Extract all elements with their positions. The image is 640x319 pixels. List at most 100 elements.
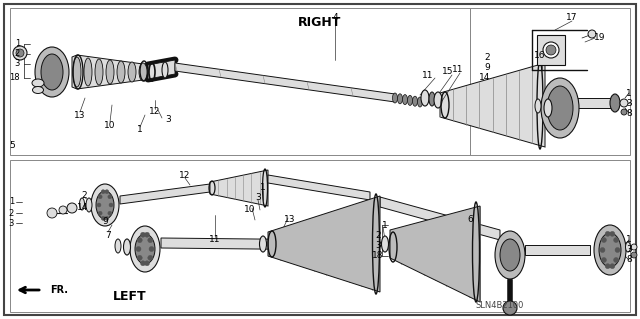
Text: 3: 3 bbox=[375, 241, 381, 249]
Polygon shape bbox=[120, 184, 210, 204]
Text: 2: 2 bbox=[484, 53, 490, 62]
Text: 4: 4 bbox=[332, 12, 338, 21]
Ellipse shape bbox=[602, 238, 607, 242]
Polygon shape bbox=[148, 60, 175, 79]
Text: 1: 1 bbox=[137, 125, 143, 135]
Bar bbox=[537, 35, 565, 65]
Ellipse shape bbox=[429, 92, 435, 106]
Ellipse shape bbox=[67, 203, 77, 213]
Ellipse shape bbox=[615, 248, 620, 253]
Ellipse shape bbox=[136, 247, 141, 251]
Text: 15: 15 bbox=[442, 68, 454, 77]
Polygon shape bbox=[577, 98, 614, 108]
Ellipse shape bbox=[547, 86, 573, 130]
Ellipse shape bbox=[535, 99, 541, 113]
Text: 2: 2 bbox=[81, 190, 87, 199]
Ellipse shape bbox=[101, 190, 105, 194]
Ellipse shape bbox=[32, 79, 44, 87]
Ellipse shape bbox=[135, 234, 155, 264]
Text: 2: 2 bbox=[9, 209, 14, 218]
Ellipse shape bbox=[543, 42, 559, 58]
Ellipse shape bbox=[98, 211, 102, 215]
Ellipse shape bbox=[139, 63, 147, 81]
Text: 10: 10 bbox=[104, 121, 116, 130]
Text: 6: 6 bbox=[467, 216, 473, 225]
Text: 1: 1 bbox=[15, 40, 20, 48]
Ellipse shape bbox=[620, 99, 628, 107]
Text: 13: 13 bbox=[74, 110, 86, 120]
Ellipse shape bbox=[421, 90, 429, 106]
Ellipse shape bbox=[392, 93, 397, 103]
Text: 1: 1 bbox=[627, 88, 632, 98]
Polygon shape bbox=[210, 170, 268, 206]
Ellipse shape bbox=[148, 238, 153, 243]
Ellipse shape bbox=[91, 184, 119, 226]
Polygon shape bbox=[525, 245, 590, 255]
Ellipse shape bbox=[599, 233, 621, 267]
Ellipse shape bbox=[500, 239, 520, 271]
Text: 7: 7 bbox=[105, 231, 111, 240]
Ellipse shape bbox=[621, 109, 627, 115]
Text: 3: 3 bbox=[15, 60, 20, 69]
Polygon shape bbox=[161, 238, 350, 250]
Ellipse shape bbox=[417, 97, 422, 107]
Text: 11: 11 bbox=[452, 65, 464, 75]
Ellipse shape bbox=[130, 226, 160, 272]
Ellipse shape bbox=[381, 236, 388, 252]
Text: 17: 17 bbox=[566, 13, 578, 23]
Ellipse shape bbox=[86, 198, 92, 212]
Ellipse shape bbox=[605, 264, 610, 269]
Ellipse shape bbox=[108, 195, 112, 199]
Ellipse shape bbox=[98, 195, 102, 199]
Text: 5: 5 bbox=[9, 140, 15, 150]
Ellipse shape bbox=[35, 47, 69, 97]
Polygon shape bbox=[440, 63, 545, 147]
Ellipse shape bbox=[625, 242, 630, 252]
Text: 3: 3 bbox=[8, 219, 14, 227]
Text: 3: 3 bbox=[627, 99, 632, 108]
Text: 18: 18 bbox=[10, 73, 20, 83]
Ellipse shape bbox=[631, 244, 637, 250]
Text: 3: 3 bbox=[627, 246, 632, 255]
Text: 1: 1 bbox=[260, 183, 266, 192]
Ellipse shape bbox=[108, 211, 112, 215]
Polygon shape bbox=[175, 63, 395, 102]
Ellipse shape bbox=[541, 78, 579, 138]
Ellipse shape bbox=[117, 61, 125, 83]
Text: 3: 3 bbox=[165, 115, 171, 124]
Text: 1: 1 bbox=[382, 220, 388, 229]
Text: 13: 13 bbox=[284, 216, 296, 225]
Text: 9: 9 bbox=[484, 63, 490, 71]
Ellipse shape bbox=[105, 190, 109, 194]
Ellipse shape bbox=[59, 206, 67, 214]
Ellipse shape bbox=[95, 59, 103, 85]
Text: 2: 2 bbox=[15, 49, 20, 58]
Text: 12: 12 bbox=[179, 170, 191, 180]
Polygon shape bbox=[390, 206, 480, 302]
Ellipse shape bbox=[97, 203, 101, 207]
Text: 8: 8 bbox=[627, 108, 632, 117]
Ellipse shape bbox=[605, 231, 610, 236]
Ellipse shape bbox=[41, 54, 63, 90]
Ellipse shape bbox=[631, 252, 637, 258]
Ellipse shape bbox=[614, 257, 619, 263]
Text: SLN4B2100: SLN4B2100 bbox=[476, 300, 524, 309]
Text: 14: 14 bbox=[77, 203, 89, 211]
Ellipse shape bbox=[145, 261, 150, 266]
Ellipse shape bbox=[13, 46, 27, 60]
Text: 12: 12 bbox=[149, 108, 161, 116]
Ellipse shape bbox=[33, 86, 44, 93]
Ellipse shape bbox=[137, 238, 142, 243]
Ellipse shape bbox=[105, 216, 109, 220]
Text: 1: 1 bbox=[627, 235, 632, 244]
Text: 19: 19 bbox=[595, 33, 605, 41]
Text: 14: 14 bbox=[479, 72, 490, 81]
Ellipse shape bbox=[84, 58, 92, 86]
Text: 11: 11 bbox=[422, 70, 434, 79]
Ellipse shape bbox=[96, 191, 114, 219]
Ellipse shape bbox=[141, 232, 145, 237]
Text: 18: 18 bbox=[372, 251, 384, 261]
Ellipse shape bbox=[600, 248, 605, 253]
Ellipse shape bbox=[610, 264, 615, 269]
Text: FR.: FR. bbox=[50, 285, 68, 295]
